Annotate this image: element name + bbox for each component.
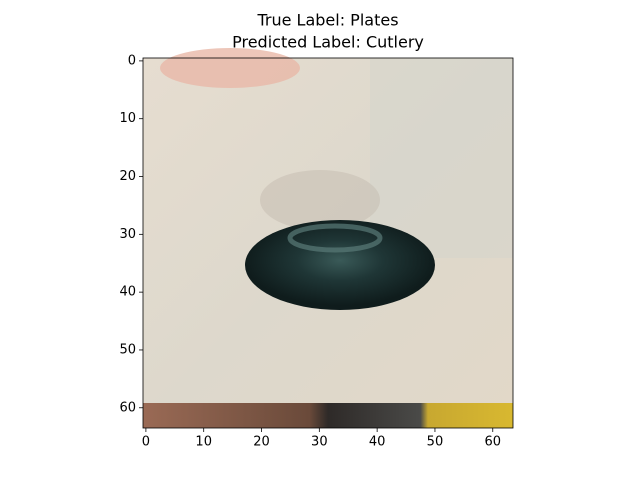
y-tick-label: 0 <box>128 53 136 68</box>
chart-title: True Label: Plates <box>256 11 398 30</box>
image <box>142 48 514 429</box>
y-tick-label: 40 <box>119 285 136 300</box>
x-tick-label: 30 <box>311 435 328 450</box>
y-tick-label: 60 <box>119 400 136 415</box>
chart-title: Predicted Label: Cutlery <box>232 33 424 52</box>
x-tick-label: 60 <box>484 435 501 450</box>
x-tick-label: 40 <box>369 435 386 450</box>
x-tick-label: 10 <box>195 435 212 450</box>
x-tick-label: 0 <box>142 435 150 450</box>
y-tick-label: 50 <box>119 342 136 357</box>
x-tick-label: 20 <box>253 435 270 450</box>
y-tick-label: 20 <box>119 169 136 184</box>
y-tick-label: 30 <box>119 227 136 242</box>
y-tick-label: 10 <box>119 111 136 126</box>
x-tick-label: 50 <box>427 435 444 450</box>
